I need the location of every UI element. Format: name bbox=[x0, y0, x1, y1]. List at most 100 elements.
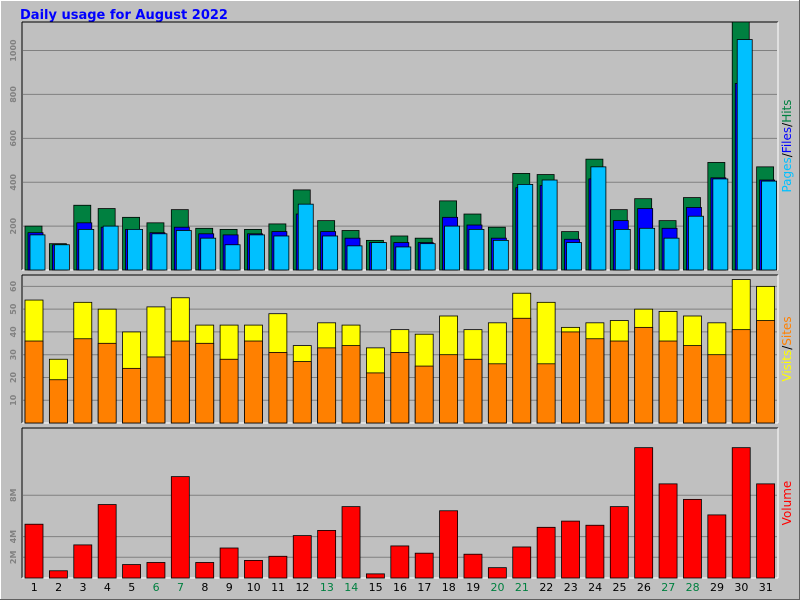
bar-pages bbox=[468, 228, 485, 271]
bar-pages bbox=[566, 242, 582, 271]
bar-visits bbox=[683, 345, 702, 424]
y-axis-label-part: Hits bbox=[780, 99, 794, 122]
bar-pages bbox=[224, 244, 241, 271]
bar-volume bbox=[73, 544, 93, 579]
x-tick-label: 24 bbox=[588, 581, 602, 594]
y-tick-label: 800 bbox=[9, 86, 18, 103]
bar-volume bbox=[268, 555, 288, 579]
bar-volume bbox=[341, 506, 361, 579]
bar-visits bbox=[146, 356, 166, 424]
y-axis-label-part: Pages bbox=[780, 157, 794, 192]
bar-volume bbox=[317, 530, 337, 579]
y-tick-label: 40 bbox=[9, 326, 18, 338]
bar-volume bbox=[756, 483, 776, 579]
bar-pages bbox=[371, 242, 387, 271]
bar-volume bbox=[683, 498, 702, 579]
x-tick-label: 8 bbox=[201, 581, 208, 594]
x-tick-label: 20 bbox=[491, 581, 505, 594]
bar-volume bbox=[414, 552, 434, 579]
bar-visits bbox=[195, 342, 215, 424]
x-tick-label: 21 bbox=[515, 581, 529, 594]
bar-pages bbox=[517, 184, 534, 271]
y-axis-label: Pages/Files/Hits bbox=[780, 99, 794, 192]
x-tick-label: 29 bbox=[710, 581, 724, 594]
bar-pages bbox=[395, 246, 412, 271]
bar-pages bbox=[688, 215, 704, 271]
y-tick-label: 200 bbox=[9, 217, 18, 234]
bar-volume bbox=[536, 526, 556, 579]
chart-title: Daily usage for August 2022 bbox=[20, 8, 228, 23]
x-tick-label: 3 bbox=[79, 581, 86, 594]
bar-visits bbox=[731, 329, 751, 424]
bar-pages bbox=[444, 225, 460, 271]
bar-visits bbox=[585, 338, 605, 424]
bar-visits bbox=[122, 367, 141, 424]
bar-volume bbox=[561, 520, 580, 579]
bar-pages bbox=[273, 235, 290, 271]
bar-pages bbox=[127, 228, 143, 271]
bar-visits bbox=[512, 317, 532, 424]
bar-pages bbox=[78, 228, 95, 271]
bar-visits bbox=[658, 340, 678, 424]
bar-volume bbox=[146, 562, 166, 579]
bar-pages bbox=[736, 39, 753, 271]
bar-pages bbox=[53, 244, 70, 271]
bar-volume bbox=[170, 476, 190, 579]
y-axis-label-part: / bbox=[780, 152, 794, 157]
bar-volume bbox=[634, 447, 654, 579]
y-axis-label: Volume bbox=[780, 481, 794, 526]
x-tick-label: 23 bbox=[564, 581, 578, 594]
y-axis-label-part: / bbox=[780, 345, 794, 350]
x-tick-label: 7 bbox=[177, 581, 184, 594]
bar-visits bbox=[561, 331, 580, 424]
y-axis-label: Visits/Sites bbox=[780, 316, 794, 381]
bar-visits bbox=[48, 379, 68, 424]
bar-visits bbox=[366, 372, 385, 424]
y-axis-label-part: Visits bbox=[780, 350, 794, 382]
bar-visits bbox=[317, 347, 337, 424]
bar-visits bbox=[219, 358, 239, 424]
x-tick-label: 22 bbox=[539, 581, 553, 594]
x-tick-label: 17 bbox=[417, 581, 431, 594]
bar-volume bbox=[707, 514, 727, 579]
bar-volume bbox=[219, 547, 239, 579]
bar-pages bbox=[590, 166, 607, 271]
bar-visits bbox=[244, 340, 263, 424]
y-tick-label: 1000 bbox=[9, 39, 18, 62]
x-tick-label: 11 bbox=[271, 581, 285, 594]
y-tick-label: 400 bbox=[9, 173, 18, 190]
bar-visits bbox=[268, 352, 288, 424]
x-tick-label: 30 bbox=[734, 581, 748, 594]
bar-volume bbox=[97, 504, 117, 579]
bar-visits bbox=[463, 358, 483, 424]
bar-visits bbox=[414, 365, 434, 424]
bar-pages bbox=[29, 234, 46, 271]
x-tick-label: 9 bbox=[226, 581, 233, 594]
bar-visits bbox=[341, 345, 361, 424]
x-tick-label: 4 bbox=[104, 581, 111, 594]
bar-pages bbox=[712, 178, 729, 271]
x-tick-label: 15 bbox=[369, 581, 383, 594]
bar-visits bbox=[536, 363, 556, 424]
bar-visits bbox=[390, 352, 410, 424]
bar-visits bbox=[487, 363, 507, 424]
bar-volume bbox=[512, 546, 532, 579]
y-tick-label: 10 bbox=[9, 394, 18, 406]
bar-pages bbox=[761, 180, 778, 271]
x-tick-label: 28 bbox=[686, 581, 700, 594]
x-tick-label: 16 bbox=[393, 581, 407, 594]
bar-visits bbox=[292, 361, 312, 424]
y-tick-label: 8M bbox=[9, 488, 18, 502]
y-tick-label: 600 bbox=[9, 130, 18, 147]
x-tick-label: 2 bbox=[55, 581, 62, 594]
x-tick-label: 1 bbox=[31, 581, 38, 594]
bar-pages bbox=[419, 243, 436, 271]
bar-pages bbox=[614, 228, 631, 271]
bar-volume bbox=[658, 483, 678, 579]
bar-pages bbox=[297, 203, 314, 271]
x-tick-label: 27 bbox=[661, 581, 675, 594]
bar-pages bbox=[102, 225, 119, 271]
bar-visits bbox=[634, 326, 654, 424]
x-tick-label: 19 bbox=[466, 581, 480, 594]
y-tick-label: 50 bbox=[9, 303, 18, 315]
